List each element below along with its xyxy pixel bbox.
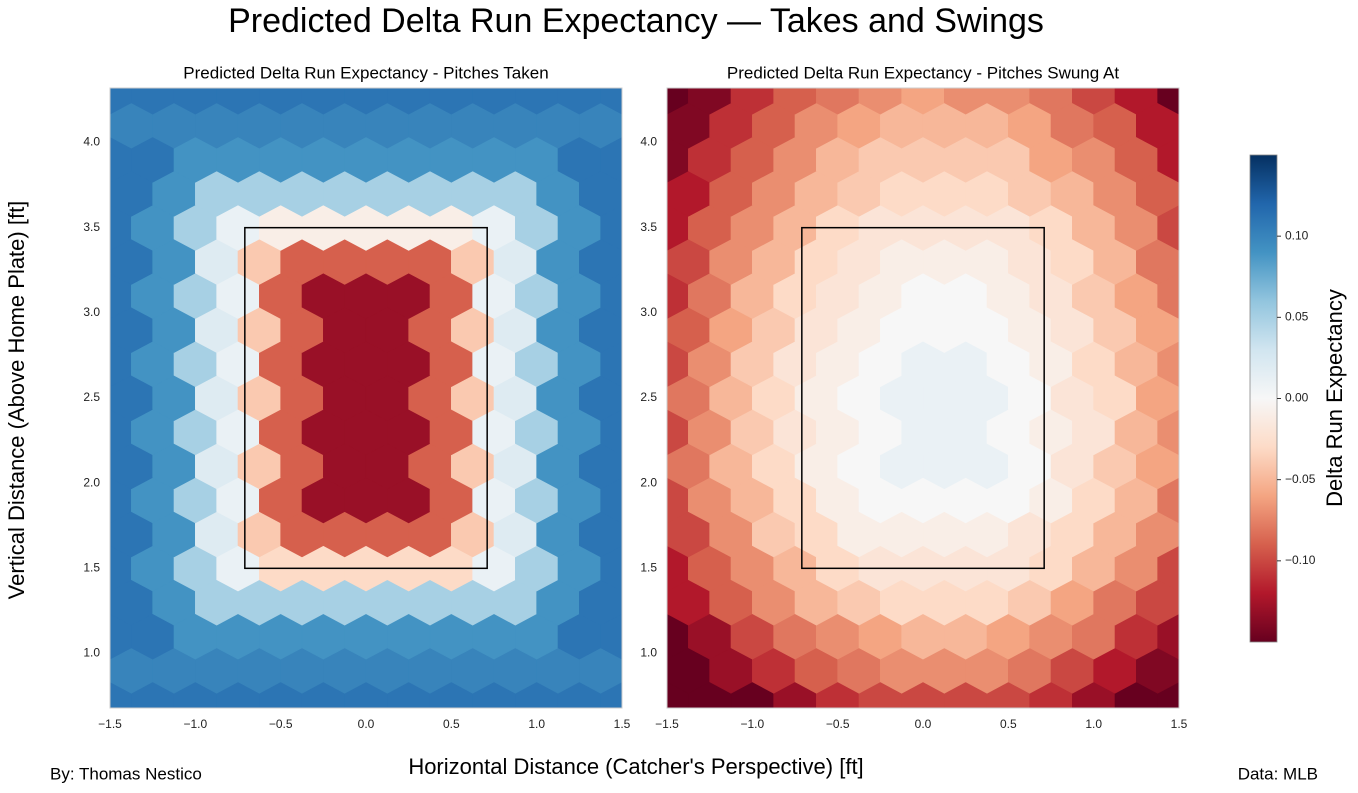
hex-cell (1157, 88, 1179, 115)
x-tick-label: −1.5 (655, 717, 679, 731)
hex-cell (1029, 88, 1073, 115)
strike-zone (244, 226, 488, 570)
hex-cell (600, 88, 622, 115)
hex-cell (472, 88, 516, 115)
hex-cell (816, 88, 860, 115)
y-axis-label: Vertical Distance (Above Home Plate) [ft… (4, 201, 29, 600)
x-tick-label: −1.0 (740, 717, 764, 731)
hex-layer (667, 88, 1179, 708)
hex-layer (110, 88, 622, 708)
colorbar-tick-label: 0.05 (1285, 310, 1309, 324)
y-tick-label: 3.5 (640, 220, 657, 234)
hex-cell (110, 88, 132, 115)
hex-cell (688, 88, 732, 115)
y-tick-label: 4.0 (83, 135, 100, 149)
colorbar-tick-label: 0.00 (1285, 391, 1309, 405)
y-tick-label: 1.0 (640, 646, 657, 660)
hex-cell (944, 88, 988, 115)
hex-cell (301, 88, 345, 115)
y-tick-label: 3.0 (640, 305, 657, 319)
hex-cell (344, 88, 388, 115)
hex-cell (730, 88, 774, 115)
x-axis-label: Horizontal Distance (Catcher's Perspecti… (408, 754, 863, 779)
hex-cell (986, 88, 1030, 115)
y-tick-label: 2.0 (640, 475, 657, 489)
x-tick-label: 1.5 (1171, 717, 1188, 731)
hex-cell (1072, 88, 1116, 115)
y-tick-label: 3.0 (83, 305, 100, 319)
hex-cell (259, 88, 303, 115)
hex-cell (515, 88, 559, 115)
colorbar-tick-label: −0.10 (1285, 553, 1316, 567)
hex-cell (773, 88, 817, 115)
source: Data: MLB (1238, 764, 1318, 783)
y-tick-label: 1.5 (640, 561, 657, 575)
colorbar-label: Delta Run Expectancy (1322, 289, 1347, 507)
colorbar-tick-label: 0.10 (1285, 228, 1309, 242)
y-tick-label: 1.0 (83, 646, 100, 660)
hex-cell (667, 88, 689, 115)
x-tick-label: 1.0 (1085, 717, 1102, 731)
hex-cell (387, 88, 431, 115)
hex-cell (901, 88, 945, 115)
x-tick-label: −1.0 (183, 717, 207, 731)
x-tick-label: −0.5 (826, 717, 850, 731)
x-tick-label: 0.5 (443, 717, 460, 731)
x-tick-label: 0.5 (1000, 717, 1017, 731)
colorbar (1249, 154, 1278, 643)
y-tick-label: 3.5 (83, 220, 100, 234)
x-tick-label: 1.0 (528, 717, 545, 731)
hex-cell (131, 88, 175, 115)
hex-cell (173, 88, 217, 115)
x-tick-label: −1.5 (98, 717, 122, 731)
hex-cell (216, 88, 260, 115)
y-tick-label: 2.0 (83, 475, 100, 489)
hex-cell (429, 88, 473, 115)
y-tick-label: 2.5 (83, 390, 100, 404)
y-tick-label: 2.5 (640, 390, 657, 404)
hex-cell (557, 88, 601, 115)
strike-zone (801, 226, 1045, 570)
credit: By: Thomas Nestico (50, 764, 202, 783)
hex-cell (1114, 88, 1158, 115)
x-tick-label: 1.5 (614, 717, 631, 731)
plot-frame (666, 87, 1180, 709)
x-tick-label: −0.5 (269, 717, 293, 731)
hex-cell (858, 88, 902, 115)
x-tick-label: 0.0 (915, 717, 932, 731)
colorbar-tick-label: −0.05 (1285, 472, 1316, 486)
y-tick-label: 4.0 (640, 135, 657, 149)
figure-title: Predicted Delta Run Expectancy — Takes a… (228, 2, 1044, 40)
x-tick-label: 0.0 (358, 717, 375, 731)
plot-frame (109, 87, 623, 709)
subplot-title: Predicted Delta Run Expectancy - Pitches… (727, 63, 1119, 82)
y-tick-label: 1.5 (83, 561, 100, 575)
subplot-title: Predicted Delta Run Expectancy - Pitches… (183, 63, 548, 82)
